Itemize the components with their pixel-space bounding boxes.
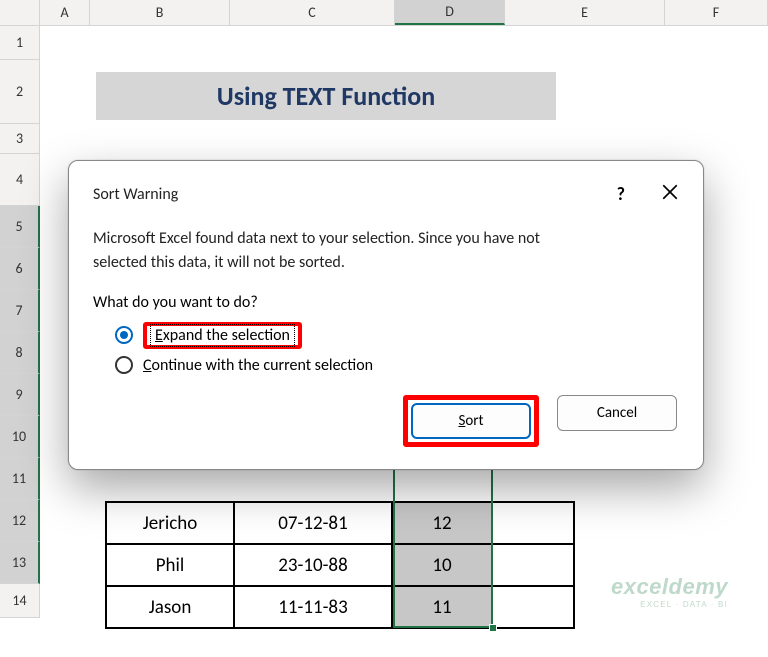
dialog-message: Microsoft Excel found data next to your … [93,227,679,275]
sort-warning-dialog: Sort Warning ? Microsoft Excel found dat… [68,160,704,470]
row-header-7[interactable]: 7 [0,290,40,332]
col-header-B[interactable]: B [90,0,230,25]
dialog-prompt: What do you want to do? [93,293,679,312]
radio-indicator-checked [115,326,133,344]
dialog-title: Sort Warning [93,185,178,204]
col-header-A[interactable]: A [40,0,90,25]
row-header-4[interactable]: 4 [0,154,40,206]
cell-empty[interactable] [492,586,574,628]
cell-date[interactable]: 11-11-83 [234,586,392,628]
table-row: Phil 23-10-88 10 [106,544,574,586]
col-header-D[interactable]: D [395,0,505,25]
col-header-C[interactable]: C [230,0,395,25]
close-icon[interactable] [661,183,679,206]
table-row: Jericho 07-12-81 12 [106,502,574,544]
help-icon[interactable]: ? [617,183,625,205]
data-table: Jericho 07-12-81 12 Phil 23-10-88 10 Jas… [105,501,575,629]
radio-continue-selection[interactable]: Continue with the current selection [115,350,679,380]
row-header-1[interactable]: 1 [0,26,40,60]
row-header-10[interactable]: 10 [0,416,40,458]
cell-num[interactable]: 11 [392,586,492,628]
row-header-12[interactable]: 12 [0,500,40,542]
row-header-6[interactable]: 6 [0,248,40,290]
cell-num[interactable]: 12 [392,502,492,544]
cell-empty[interactable] [492,544,574,586]
radio-expand-selection[interactable]: Expand the selection [115,320,679,350]
row-header-3[interactable]: 3 [0,124,40,154]
select-all-corner[interactable] [0,0,40,25]
row-header-9[interactable]: 9 [0,374,40,416]
radio-group: Expand the selection Continue with the c… [115,320,679,380]
cell-name[interactable]: Jericho [106,502,234,544]
sort-button[interactable]: Sort [411,403,531,439]
sort-button-highlight: Sort [403,395,539,447]
cell-num[interactable]: 10 [392,544,492,586]
cell-empty[interactable] [492,502,574,544]
col-header-F[interactable]: F [665,0,768,25]
cell-date[interactable]: 07-12-81 [234,502,392,544]
row-header-14[interactable]: 14 [0,584,40,618]
row-header-col: 1 2 3 4 5 6 7 8 9 10 11 12 13 14 [0,26,40,618]
cell-name[interactable]: Phil [106,544,234,586]
table-row: Jason 11-11-83 11 [106,586,574,628]
row-header-2[interactable]: 2 [0,60,40,124]
row-header-13[interactable]: 13 [0,542,40,584]
cell-name[interactable]: Jason [106,586,234,628]
row-header-11[interactable]: 11 [0,458,40,500]
title-banner: Using TEXT Function [96,72,556,120]
col-header-E[interactable]: E [505,0,665,25]
row-header-8[interactable]: 8 [0,332,40,374]
row-header-5[interactable]: 5 [0,206,40,248]
cell-date[interactable]: 23-10-88 [234,544,392,586]
column-header-row: A B C D E F [0,0,768,26]
cancel-button[interactable]: Cancel [557,395,677,431]
radio-indicator [115,356,133,374]
fill-handle[interactable] [489,624,497,632]
